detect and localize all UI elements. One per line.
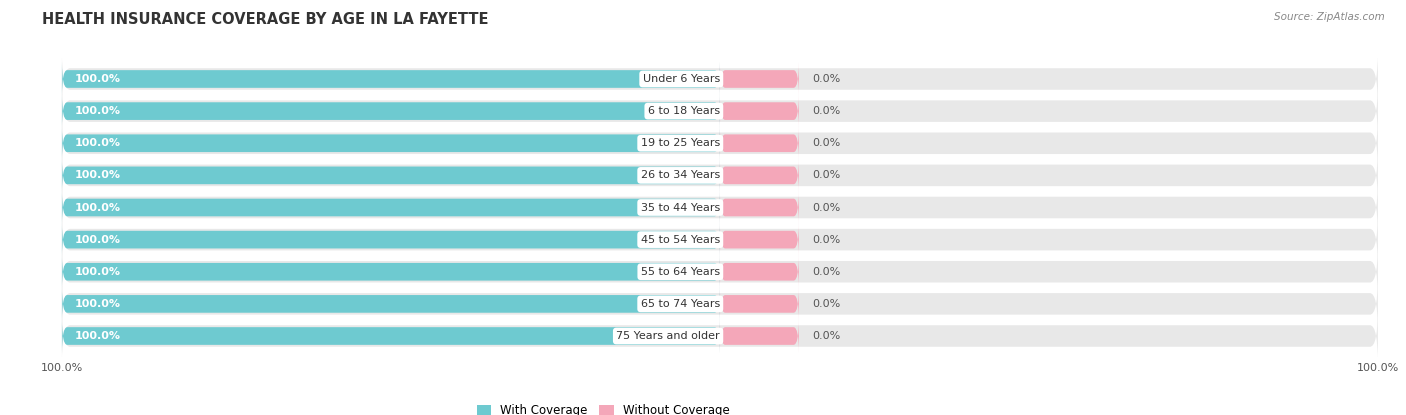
FancyBboxPatch shape (62, 180, 1378, 235)
FancyBboxPatch shape (62, 223, 720, 256)
Text: 0.0%: 0.0% (813, 331, 841, 341)
FancyBboxPatch shape (720, 94, 799, 128)
FancyBboxPatch shape (62, 62, 720, 96)
FancyBboxPatch shape (62, 212, 1378, 267)
FancyBboxPatch shape (62, 190, 720, 225)
Text: 0.0%: 0.0% (813, 234, 841, 244)
Text: 19 to 25 Years: 19 to 25 Years (641, 138, 720, 148)
FancyBboxPatch shape (62, 94, 720, 128)
Text: 75 Years and older: 75 Years and older (616, 331, 720, 341)
Text: 0.0%: 0.0% (813, 203, 841, 212)
Text: 35 to 44 Years: 35 to 44 Years (641, 203, 720, 212)
Text: 100.0%: 100.0% (75, 171, 121, 181)
Text: 0.0%: 0.0% (813, 267, 841, 277)
FancyBboxPatch shape (62, 83, 1378, 139)
Text: 0.0%: 0.0% (813, 138, 841, 148)
FancyBboxPatch shape (62, 287, 720, 321)
FancyBboxPatch shape (62, 127, 720, 160)
FancyBboxPatch shape (62, 244, 1378, 300)
FancyBboxPatch shape (720, 62, 799, 96)
FancyBboxPatch shape (720, 223, 799, 256)
FancyBboxPatch shape (62, 319, 720, 353)
FancyBboxPatch shape (62, 115, 1378, 171)
FancyBboxPatch shape (720, 190, 799, 225)
Text: 65 to 74 Years: 65 to 74 Years (641, 299, 720, 309)
Text: 100.0%: 100.0% (41, 363, 83, 374)
Text: 26 to 34 Years: 26 to 34 Years (641, 171, 720, 181)
FancyBboxPatch shape (62, 148, 1378, 203)
FancyBboxPatch shape (62, 276, 1378, 332)
Text: 100.0%: 100.0% (75, 299, 121, 309)
Text: Under 6 Years: Under 6 Years (643, 74, 720, 84)
Text: 45 to 54 Years: 45 to 54 Years (641, 234, 720, 244)
FancyBboxPatch shape (62, 255, 720, 288)
Text: 100.0%: 100.0% (75, 106, 121, 116)
FancyBboxPatch shape (720, 159, 799, 192)
FancyBboxPatch shape (720, 319, 799, 353)
Text: 0.0%: 0.0% (813, 171, 841, 181)
FancyBboxPatch shape (720, 287, 799, 321)
Text: 100.0%: 100.0% (1357, 363, 1399, 374)
FancyBboxPatch shape (62, 159, 720, 192)
Text: 0.0%: 0.0% (813, 106, 841, 116)
Legend: With Coverage, Without Coverage: With Coverage, Without Coverage (477, 404, 730, 415)
Text: 100.0%: 100.0% (75, 203, 121, 212)
Text: Source: ZipAtlas.com: Source: ZipAtlas.com (1274, 12, 1385, 22)
Text: HEALTH INSURANCE COVERAGE BY AGE IN LA FAYETTE: HEALTH INSURANCE COVERAGE BY AGE IN LA F… (42, 12, 489, 27)
Text: 100.0%: 100.0% (75, 138, 121, 148)
FancyBboxPatch shape (720, 255, 799, 288)
FancyBboxPatch shape (720, 127, 799, 160)
FancyBboxPatch shape (62, 308, 1378, 364)
FancyBboxPatch shape (62, 51, 1378, 107)
Text: 100.0%: 100.0% (75, 331, 121, 341)
Text: 6 to 18 Years: 6 to 18 Years (648, 106, 720, 116)
Text: 100.0%: 100.0% (75, 267, 121, 277)
Text: 100.0%: 100.0% (75, 74, 121, 84)
Text: 55 to 64 Years: 55 to 64 Years (641, 267, 720, 277)
Text: 0.0%: 0.0% (813, 299, 841, 309)
Text: 0.0%: 0.0% (813, 74, 841, 84)
Text: 100.0%: 100.0% (75, 234, 121, 244)
